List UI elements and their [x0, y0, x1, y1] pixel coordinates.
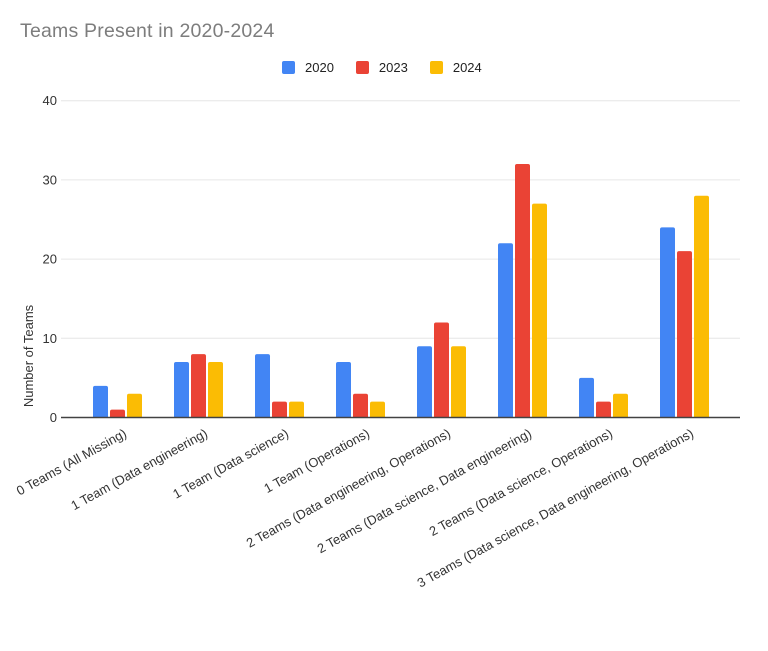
bar-2020-group6[interactable]: [579, 377, 594, 418]
bar-2024-group0[interactable]: [127, 393, 142, 418]
legend: 2020 2023 2024: [282, 60, 482, 75]
bar-2024-group2[interactable]: [289, 401, 304, 418]
bar-2024-group6[interactable]: [613, 393, 628, 418]
bar-2020-group5[interactable]: [498, 243, 513, 418]
x-axis-label-1: 1 Team (Data engineering): [68, 426, 210, 514]
legend-item-2024[interactable]: 2024: [429, 60, 482, 75]
legend-item-2020[interactable]: 2020: [282, 60, 334, 75]
legend-item-2023[interactable]: 2023: [355, 60, 408, 75]
bar-2024-group7[interactable]: [694, 195, 709, 418]
bar-2020-group0[interactable]: [93, 385, 108, 418]
bar-2024-group3[interactable]: [370, 401, 385, 418]
bar-2020-group2[interactable]: [255, 354, 270, 418]
bar-2023-group3[interactable]: [353, 393, 368, 418]
chart-title: Teams Present in 2020-2024: [20, 20, 275, 42]
bar-2024-group1[interactable]: [208, 362, 223, 418]
bar-2020-group7[interactable]: [660, 227, 675, 418]
y-axis-label: Number of Teams: [21, 304, 36, 407]
bar-2023-group7[interactable]: [677, 251, 692, 418]
y-tick-label-10: 10: [43, 331, 57, 346]
legend-label-2023: 2023: [378, 60, 408, 75]
y-tick-label-20: 20: [43, 252, 57, 267]
legend-swatch-2023: [355, 61, 369, 74]
bar-2024-group4[interactable]: [451, 346, 466, 418]
legend-swatch-2020: [282, 61, 295, 74]
bar-2023-group2[interactable]: [272, 401, 287, 418]
bar-2020-group3[interactable]: [336, 362, 351, 418]
bar-2023-group4[interactable]: [434, 322, 449, 418]
bar-2023-group5[interactable]: [515, 164, 530, 418]
legend-swatch-2024: [429, 61, 443, 74]
y-tick-label-0: 0: [50, 410, 57, 425]
legend-label-2024: 2024: [452, 60, 482, 75]
bar-2023-group1[interactable]: [191, 354, 206, 418]
bar-2024-group5[interactable]: [532, 203, 547, 418]
y-tick-label-40: 40: [43, 93, 57, 108]
bar-2023-group6[interactable]: [596, 401, 611, 418]
bar-2020-group1[interactable]: [174, 362, 189, 418]
y-tick-label-30: 30: [43, 172, 57, 187]
legend-label-2020: 2020: [305, 60, 334, 75]
bar-2020-group4[interactable]: [417, 346, 432, 418]
bar-2023-group0[interactable]: [110, 409, 125, 418]
